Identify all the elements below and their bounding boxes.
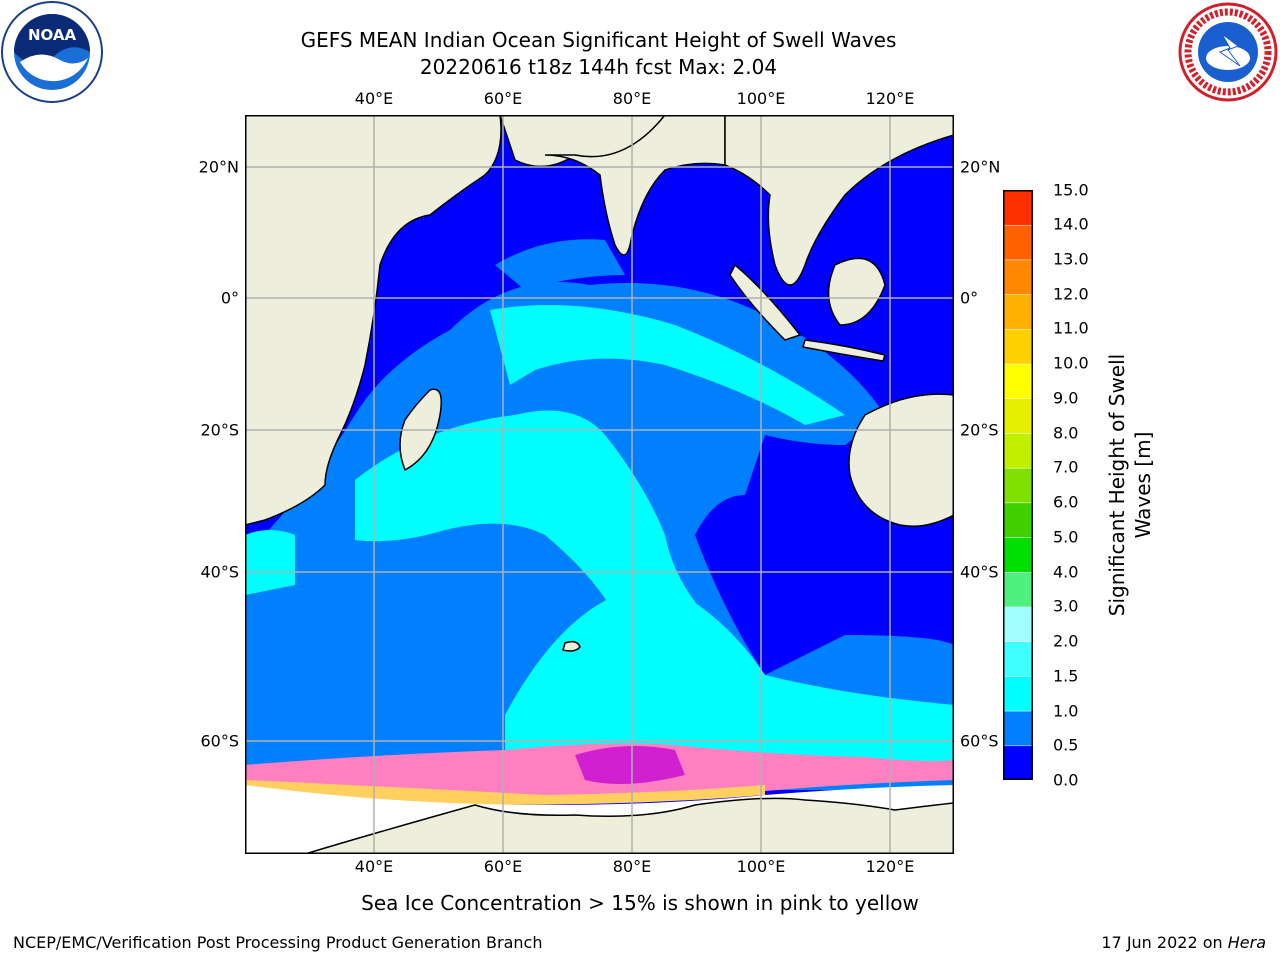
lon-tick-bottom: 80°E (612, 857, 652, 876)
lon-tick-bottom: 100°E (736, 857, 786, 876)
swell-height-map (245, 115, 954, 854)
colorbar-cell (1003, 397, 1033, 434)
colorbar-cell (1003, 432, 1033, 469)
colorbar-cell (1003, 293, 1033, 330)
colorbar-tick: 14.0 (1053, 214, 1089, 234)
colorbar-tick: 0.5 (1053, 735, 1079, 755)
lon-tick-top: 120°E (865, 89, 915, 108)
colorbar-tick: 0.0 (1053, 770, 1079, 790)
lat-tick-right: 60°S (960, 731, 999, 751)
colorbar-tick: 4.0 (1053, 562, 1079, 582)
colorbar-cell (1003, 502, 1033, 538)
colorbar-tick: 9.0 (1053, 388, 1079, 408)
lon-tick-bottom: 60°E (483, 857, 523, 876)
colorbar-tick: 6.0 (1053, 492, 1079, 512)
lon-tick-top: 40°E (354, 89, 394, 108)
colorbar-tick: 8.0 (1053, 423, 1079, 443)
graticule (245, 115, 954, 854)
lon-tick-top: 80°E (612, 89, 652, 108)
colorbar-cell (1003, 640, 1033, 677)
colorbar-tick: 12.0 (1053, 284, 1089, 304)
colorbar-cell (1003, 745, 1033, 780)
noaa-logo: NOAA (1, 1, 103, 103)
colorbar-tick: 1.5 (1053, 666, 1079, 686)
colorbar-tick: 3.0 (1053, 596, 1079, 616)
colorbar-tick: 10.0 (1053, 353, 1089, 373)
lat-tick-left: 0° (220, 288, 239, 308)
swell-band-1.0-1.5 (245, 530, 295, 595)
lat-tick-right: 20°S (960, 420, 999, 440)
colorbar-cell (1003, 536, 1033, 573)
lat-tick-right: 40°S (960, 562, 999, 582)
colorbar-cell (1003, 467, 1033, 504)
lat-tick-right: 0° (960, 288, 979, 308)
forecast-subtitle: 20220616 t18z 144h fcst Max: 2.04 (419, 55, 778, 79)
lat-tick-left: 20°S (200, 420, 239, 440)
colorbar-tick: 5.0 (1053, 527, 1079, 547)
lat-tick-right: 20°N (960, 157, 1001, 177)
footer-credit: NCEP/EMC/Verification Post Processing Pr… (13, 933, 543, 952)
swell-band-0.5-1.0 (495, 239, 625, 290)
footer-host: Hera (1227, 933, 1266, 952)
map-title: GEFS MEAN Indian Ocean Significant Heigh… (300, 28, 897, 52)
colorbar-cell (1003, 328, 1033, 365)
lon-tick-top: 60°E (483, 89, 523, 108)
land (245, 115, 954, 854)
lon-tick-bottom: 120°E (865, 857, 915, 876)
colorbar-tick: 7.0 (1053, 457, 1079, 477)
sea-ice-note: Sea Ice Concentration > 15% is shown in … (361, 891, 919, 915)
colorbar-tick: 11.0 (1053, 318, 1089, 338)
nws-logo (1178, 2, 1278, 102)
colorbar-cell (1003, 675, 1033, 712)
colorbar-tick: 1.0 (1053, 701, 1079, 721)
colorbar-cell (1003, 363, 1033, 399)
swell-band-1.0-1.5 (505, 585, 954, 775)
lon-tick-top: 100°E (736, 89, 786, 108)
footer-date: 17 Jun 2022 on Hera (1101, 933, 1266, 952)
colorbar-cell (1003, 190, 1033, 226)
svg-text:NOAA: NOAA (28, 26, 77, 44)
sea-ice-core (575, 746, 685, 784)
colorbar-cell (1003, 571, 1033, 608)
colorbar-label: Significant Height of Swell Waves [m] (1105, 353, 1155, 617)
colorbar-tick: 15.0 (1053, 180, 1089, 200)
footer-date-text: 17 Jun 2022 on (1101, 933, 1228, 952)
lon-tick-bottom: 40°E (354, 857, 394, 876)
colorbar-tick: 13.0 (1053, 249, 1089, 269)
colorbar-tick: 2.0 (1053, 631, 1079, 651)
colorbar-cell (1003, 606, 1033, 642)
lat-tick-left: 60°S (200, 731, 239, 751)
lat-tick-left: 20°N (198, 157, 239, 177)
lat-tick-left: 40°S (200, 562, 239, 582)
colorbar-cell (1003, 710, 1033, 747)
colorbar (1003, 190, 1033, 780)
colorbar-cell (1003, 224, 1033, 261)
swell-band-1.0-1.5 (490, 305, 845, 425)
colorbar-cell (1003, 259, 1033, 295)
